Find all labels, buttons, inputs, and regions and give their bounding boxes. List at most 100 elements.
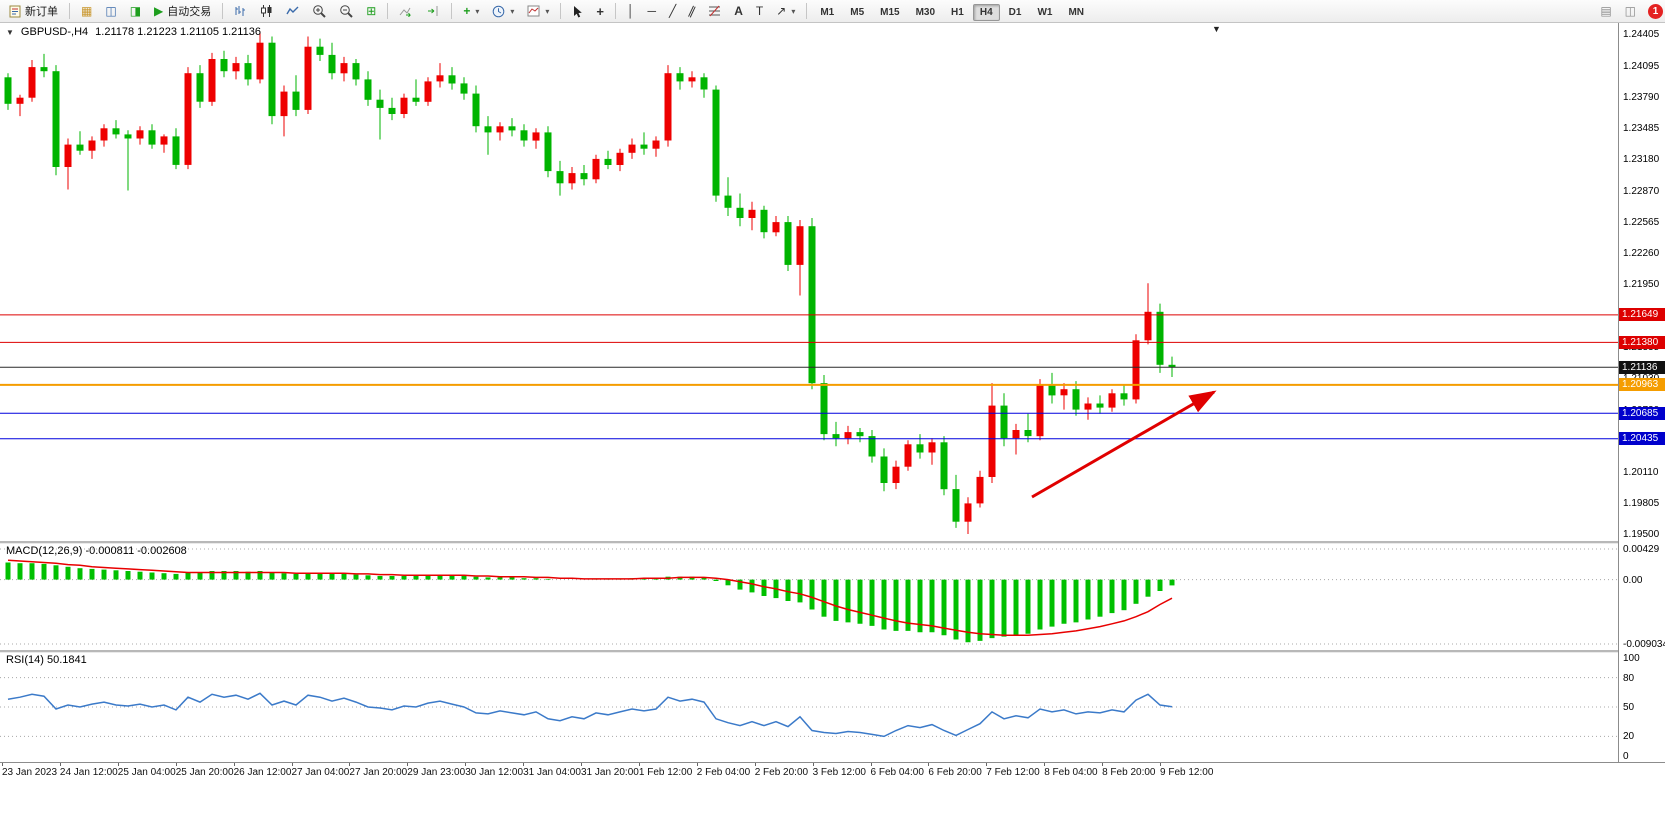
chart-shift-button[interactable] bbox=[420, 2, 446, 21]
macd-indicator-panel[interactable]: MACD(12,26,9) -0.000811 -0.002608 bbox=[0, 543, 1618, 650]
time-tick-label: 8 Feb 20:00 bbox=[1102, 767, 1156, 778]
timeframe-button-m5[interactable]: M5 bbox=[843, 4, 871, 21]
toolbar-separator bbox=[222, 3, 224, 19]
candle-body bbox=[1156, 311, 1164, 365]
timeframe-button-h1[interactable]: H1 bbox=[944, 4, 971, 21]
price-tick-label: 1.21950 bbox=[1623, 279, 1660, 291]
time-tick-label: 27 Jan 04:00 bbox=[291, 767, 350, 778]
autotrading-button[interactable]: ▶ 自动交易 bbox=[148, 2, 217, 21]
zoom-in-icon bbox=[313, 5, 326, 18]
price-axis[interactable]: 1.24405 1.24095 1.23790 1.23485 1.23180 1.228… bbox=[1618, 22, 1665, 762]
candlestick-chart-button[interactable] bbox=[254, 2, 279, 21]
candle-body bbox=[748, 209, 756, 218]
candle-body bbox=[856, 432, 864, 437]
price-chart-panel[interactable]: ▼ GBPUSD-,H4 1.21178 1.21223 1.21105 1.2… bbox=[0, 22, 1618, 541]
arrows-button[interactable]: ↗ ▾ bbox=[770, 2, 801, 21]
rsi-axis-label: 20 bbox=[1623, 731, 1635, 743]
price-tick-label: 1.23180 bbox=[1623, 153, 1660, 165]
trendline-button[interactable]: ╱ bbox=[663, 2, 682, 21]
time-axis[interactable]: 23 Jan 2023 24 Jan 12:00 25 Jan 04:00 25 Ja… bbox=[0, 762, 1665, 783]
tile-windows-icon: ⊞ bbox=[366, 3, 377, 18]
timeframe-button-m30[interactable]: M30 bbox=[909, 4, 942, 21]
crosshair-button[interactable]: + bbox=[590, 2, 610, 21]
zoom-out-button[interactable] bbox=[333, 2, 359, 21]
zoom-in-button[interactable] bbox=[306, 2, 332, 21]
macd-chart[interactable] bbox=[0, 543, 1618, 650]
autotrading-play-icon: ▶ bbox=[154, 3, 164, 18]
indicators-button[interactable]: + ▾ bbox=[457, 2, 485, 21]
candle-body bbox=[508, 126, 516, 131]
candle-body bbox=[1144, 311, 1152, 341]
candle-body bbox=[76, 144, 84, 151]
candle-body bbox=[400, 97, 408, 114]
rsi-chart[interactable] bbox=[0, 652, 1618, 762]
window-layout-button[interactable]: ▤ bbox=[1594, 2, 1617, 21]
auto-scroll-button[interactable] bbox=[393, 2, 419, 21]
panel-splitter[interactable] bbox=[0, 650, 1665, 653]
data-window-button[interactable]: ◫ bbox=[99, 2, 122, 21]
time-tick bbox=[812, 763, 814, 766]
chart-shift-marker[interactable]: ▼ bbox=[1212, 24, 1221, 34]
vertical-line-icon: │ bbox=[626, 3, 635, 18]
time-tick bbox=[696, 763, 698, 766]
timeframe-button-mn[interactable]: MN bbox=[1061, 4, 1091, 21]
timeframe-button-m1[interactable]: M1 bbox=[813, 4, 841, 21]
bar-chart-button[interactable] bbox=[228, 2, 253, 21]
equidistant-channel-button[interactable]: ∥ bbox=[683, 2, 701, 21]
price-tick-label: 1.22565 bbox=[1623, 216, 1660, 228]
one-click-trading-toggle[interactable]: ▼ bbox=[6, 27, 14, 37]
price-tick-label: 1.24405 bbox=[1623, 29, 1660, 40]
candle-body bbox=[412, 97, 420, 102]
price-tick-label: 1.23485 bbox=[1623, 122, 1660, 134]
timeframe-button-d1[interactable]: D1 bbox=[1002, 4, 1029, 21]
new-order-button[interactable]: 新订单 bbox=[3, 2, 64, 21]
fibonacci-button[interactable] bbox=[702, 2, 727, 21]
candle-body bbox=[1036, 385, 1044, 437]
trend-arrow[interactable] bbox=[1031, 390, 1217, 499]
notification-badge[interactable]: 1 bbox=[1648, 3, 1663, 19]
candle-body bbox=[1000, 405, 1008, 439]
timeframe-button-w1[interactable]: W1 bbox=[1030, 4, 1059, 21]
horizontal-line-button[interactable]: ─ bbox=[641, 2, 662, 21]
price-tag-1.20435: 1.20435 bbox=[1619, 432, 1665, 446]
rsi-axis-label: 80 bbox=[1623, 672, 1635, 684]
timeframe-button-m15[interactable]: M15 bbox=[873, 4, 906, 21]
text-button[interactable]: A bbox=[728, 2, 749, 21]
cursor-button[interactable] bbox=[566, 2, 589, 21]
candle-body bbox=[676, 73, 684, 82]
candle-body bbox=[64, 144, 72, 167]
vertical-line-button[interactable]: │ bbox=[621, 2, 641, 21]
autotrading-label: 自动交易 bbox=[167, 6, 212, 18]
price-tick-label: 1.20110 bbox=[1623, 466, 1659, 478]
line-chart-button[interactable] bbox=[280, 2, 305, 21]
candle-body bbox=[1048, 385, 1056, 396]
time-tick bbox=[2, 763, 3, 766]
candle-body bbox=[424, 81, 432, 102]
time-tick-label: 31 Jan 04:00 bbox=[523, 767, 581, 778]
time-tick bbox=[59, 763, 61, 766]
candle-body bbox=[256, 42, 264, 80]
market-watch-button[interactable]: ▦ bbox=[75, 2, 98, 21]
periods-button[interactable]: ▾ bbox=[486, 2, 520, 21]
candle-body bbox=[196, 73, 204, 102]
candle-body bbox=[352, 63, 360, 80]
timeframe-button-h4[interactable]: H4 bbox=[972, 3, 1000, 21]
panel-splitter[interactable] bbox=[0, 541, 1665, 544]
tile-windows-button[interactable]: ⊞ bbox=[360, 2, 382, 21]
window-layout-icon: ▤ bbox=[1600, 3, 1612, 18]
candlestick-chart[interactable] bbox=[0, 22, 1618, 541]
text-label-button[interactable]: T bbox=[750, 2, 769, 21]
new-order-label: 新订单 bbox=[25, 6, 58, 18]
rsi-axis-label: 50 bbox=[1623, 702, 1635, 713]
rsi-indicator-panel[interactable]: RSI(14) 50.1841 bbox=[0, 652, 1618, 762]
time-tick bbox=[638, 763, 640, 766]
time-tick-label: 2 Feb 04:00 bbox=[696, 767, 751, 778]
templates-button[interactable]: ▾ bbox=[521, 2, 555, 21]
dock-panel-button[interactable]: ◫ bbox=[1619, 2, 1642, 21]
navigator-button[interactable]: ◨ bbox=[124, 2, 147, 21]
candle-body bbox=[148, 130, 156, 145]
time-tick-label: 29 Jan 23:00 bbox=[407, 767, 466, 778]
bar-chart-icon bbox=[235, 6, 246, 16]
candle-body bbox=[844, 432, 852, 439]
